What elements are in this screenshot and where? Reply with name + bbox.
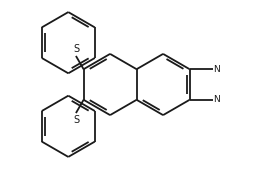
Text: S: S [73,115,79,125]
Text: N: N [213,65,220,74]
Text: S: S [73,44,79,54]
Text: N: N [213,95,220,104]
